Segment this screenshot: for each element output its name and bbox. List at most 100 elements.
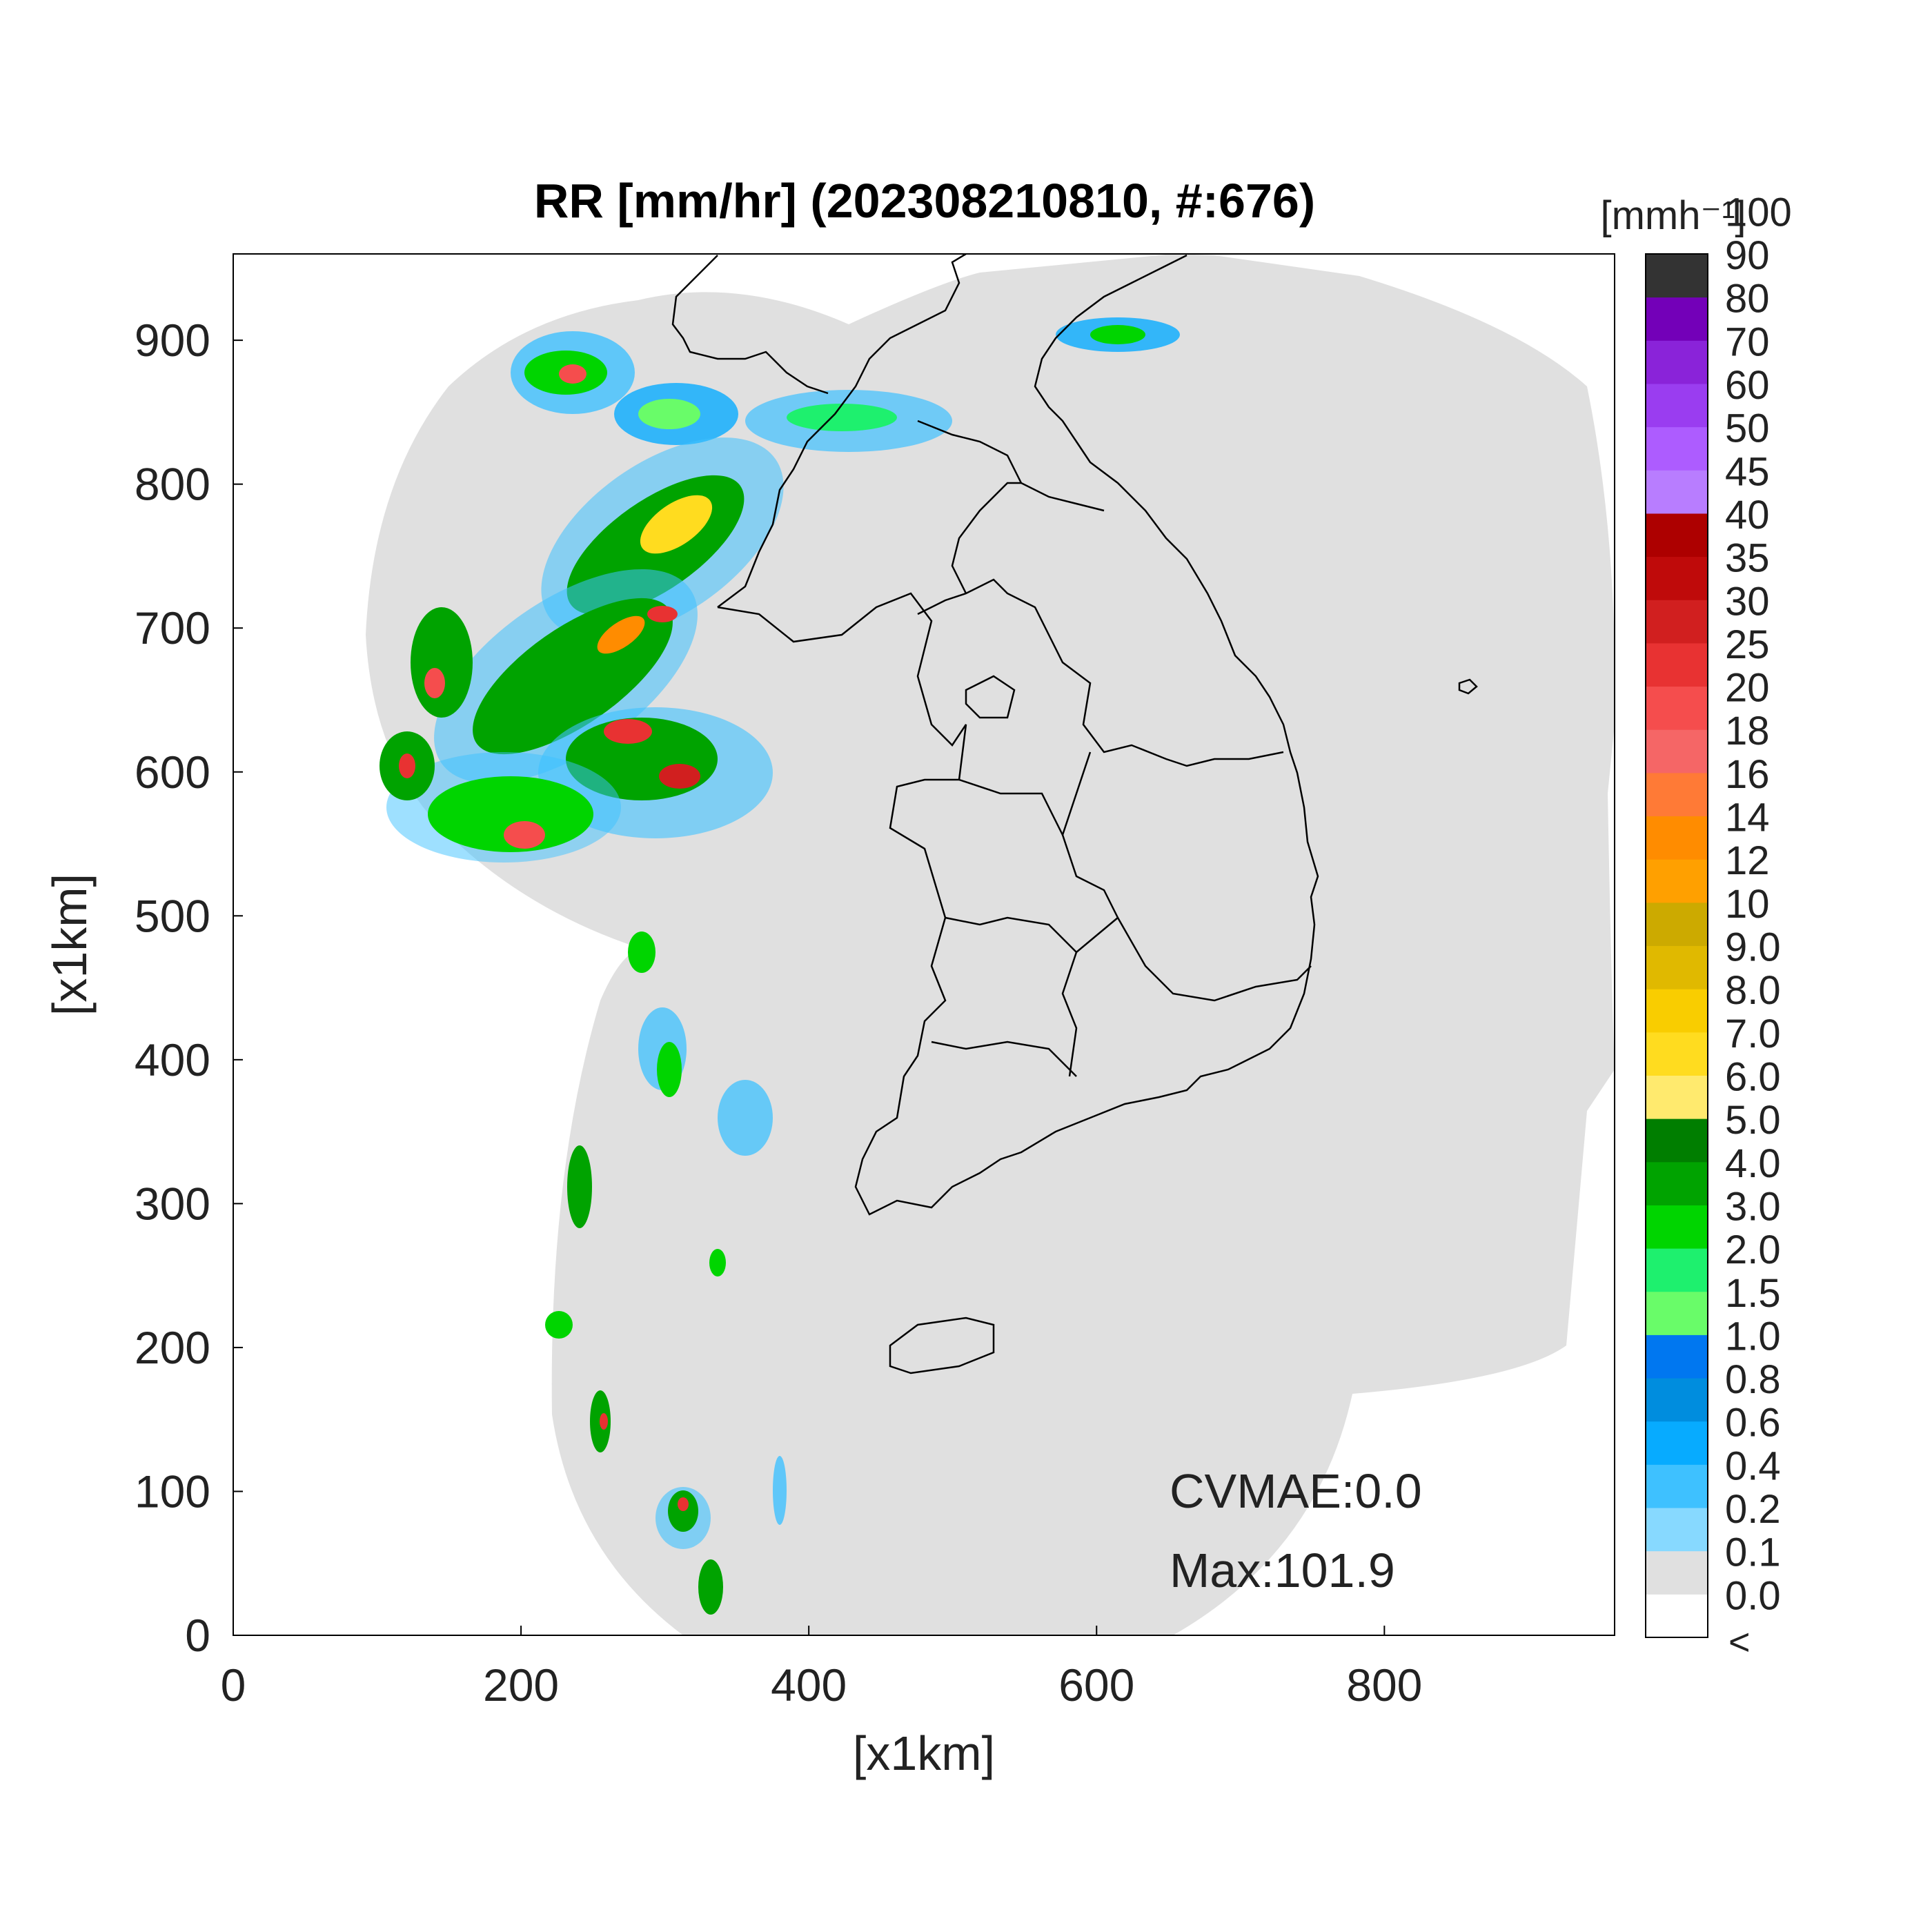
colorbar-swatch (1646, 772, 1708, 817)
colorbar-swatch (1646, 556, 1708, 600)
x-axis: 0 200 400 600 800 [x1km] (221, 1626, 1422, 1780)
colorbar-swatch (1646, 1421, 1708, 1465)
echo-core (647, 606, 678, 622)
colorbar-tick-label: 0.4 (1725, 1443, 1781, 1488)
y-tick-label: 300 (135, 1178, 210, 1229)
colorbar-tick-label: 3.0 (1725, 1184, 1781, 1229)
colorbar-swatch (1646, 642, 1708, 687)
colorbar-tick-label: 0.6 (1725, 1401, 1781, 1446)
x-tick-label: 200 (483, 1659, 559, 1711)
colorbar-swatch (1646, 1464, 1708, 1508)
colorbar-tick-label: 2.0 (1725, 1228, 1781, 1272)
echo-moderate (638, 399, 700, 429)
x-tick-label: 0 (221, 1659, 246, 1711)
y-tick-label: 700 (135, 602, 210, 653)
colorbar-tick-label: 40 (1725, 493, 1770, 538)
colorbar-tick-label: 14 (1725, 796, 1770, 840)
colorbar-tick-label: 1.0 (1725, 1314, 1781, 1359)
echo-moderate (545, 1311, 573, 1339)
colorbar-swatch (1646, 1118, 1708, 1163)
echo-heavy (640, 495, 713, 554)
colorbar-swatch (1646, 426, 1708, 471)
colorbar-tick-label: 30 (1725, 579, 1770, 624)
plot-frame (233, 253, 1615, 1636)
colorbar-swatch (1646, 513, 1708, 558)
province-border (958, 778, 1064, 836)
echo-heavy (597, 615, 645, 654)
colorbar-swatch (1646, 945, 1708, 989)
echo-core (399, 753, 415, 778)
y-tick-label: 800 (135, 459, 210, 510)
y-tick-label: 500 (135, 890, 210, 941)
colorbar-swatch (1646, 1378, 1708, 1422)
echo-core (559, 364, 586, 384)
y-tick-label: 200 (135, 1322, 210, 1373)
x-tick-label: 800 (1346, 1659, 1422, 1711)
echo-moderate (698, 1559, 723, 1615)
echo-cluster-northwest (511, 317, 1180, 452)
y-tick-label: 0 (185, 1610, 210, 1661)
echo-moderate (657, 1042, 682, 1097)
colorbar-frame (1645, 253, 1708, 1638)
colorbar-tick-label: 70 (1725, 319, 1770, 364)
colorbar-tick-label: 9.0 (1725, 925, 1781, 970)
colorbar-swatch (1646, 729, 1708, 773)
colorbar-tick-label: 1.5 (1725, 1271, 1781, 1316)
colorbar-below-label: < (1728, 1621, 1751, 1663)
colorbar-unit-label: [mmh⁻¹] (1600, 193, 1746, 238)
colorbar-tick-label: 0.2 (1725, 1487, 1781, 1532)
colorbar-tick-label: 5.0 (1725, 1098, 1781, 1143)
colorbar-tick-label: 35 (1725, 536, 1770, 581)
colorbar-tick-label: 50 (1725, 406, 1770, 451)
colorbar-swatch (1646, 989, 1708, 1033)
colorbar-tick-label: 8.0 (1725, 968, 1781, 1013)
echo-moderate (709, 1249, 726, 1276)
colorbar-swatch (1646, 1032, 1708, 1076)
colorbar-swatch (1646, 340, 1708, 384)
y-axis: 0 100 200 300 400 500 600 700 800 900 [x1km] (43, 315, 243, 1661)
colorbar: [mmh⁻¹] 0.00.10.20.40.60.81.01.52.03.04.… (1600, 190, 1791, 1663)
colorbar-swatch (1646, 1334, 1708, 1379)
y-axis-label: [x1km] (43, 874, 97, 1016)
x-axis-label: [x1km] (853, 1726, 995, 1780)
colorbar-swatch (1646, 816, 1708, 860)
colorbar-swatch (1646, 254, 1708, 298)
y-tick-label: 600 (135, 747, 210, 798)
colorbar-tick-label: 25 (1725, 622, 1770, 667)
colorbar-swatch (1646, 1550, 1708, 1595)
echo-core (424, 668, 445, 698)
province-border (1061, 751, 1119, 1077)
colorbar-tick-label: 10 (1725, 882, 1770, 927)
colorbar-swatch (1646, 1594, 1708, 1638)
echo-moderate (567, 1145, 592, 1228)
province-border (917, 420, 1105, 512)
colorbar-tick-label: 80 (1725, 277, 1770, 322)
colorbar-swatch (1646, 1075, 1708, 1119)
max-annotation: Max:101.9 (1170, 1544, 1395, 1597)
province-border (917, 578, 1284, 767)
echo-light (718, 1080, 773, 1156)
chart-title: RR [mm/hr] (202308210810, #:676) (534, 174, 1315, 228)
colorbar-tick-label: 18 (1725, 709, 1770, 753)
y-tick-label: 100 (135, 1466, 210, 1517)
cvmae-annotation: CVMAE:0.0 (1170, 1464, 1422, 1518)
echo-moderate (1090, 325, 1145, 344)
echo-light (773, 1456, 787, 1525)
colorbar-tick-label: 4.0 (1725, 1141, 1781, 1186)
city-border-seoul (965, 675, 1016, 719)
colorbar-swatch (1646, 902, 1708, 946)
colorbar-swatch (1646, 686, 1708, 730)
colorbar-tick-label: 7.0 (1725, 1012, 1781, 1056)
colorbar-tick-label: 0.1 (1725, 1530, 1781, 1575)
echo-band-main (379, 437, 784, 973)
border-north (717, 254, 967, 608)
echo-core (678, 1497, 689, 1511)
colorbar-tick-label: 12 (1725, 838, 1770, 883)
colorbar-tick-label: 100 (1725, 190, 1792, 235)
x-tick-label: 600 (1058, 1659, 1134, 1711)
colorbar-tick-label: 6.0 (1725, 1054, 1781, 1099)
province-border (1116, 917, 1312, 1002)
province-border (951, 482, 1021, 594)
y-tick-label: 400 (135, 1034, 210, 1085)
